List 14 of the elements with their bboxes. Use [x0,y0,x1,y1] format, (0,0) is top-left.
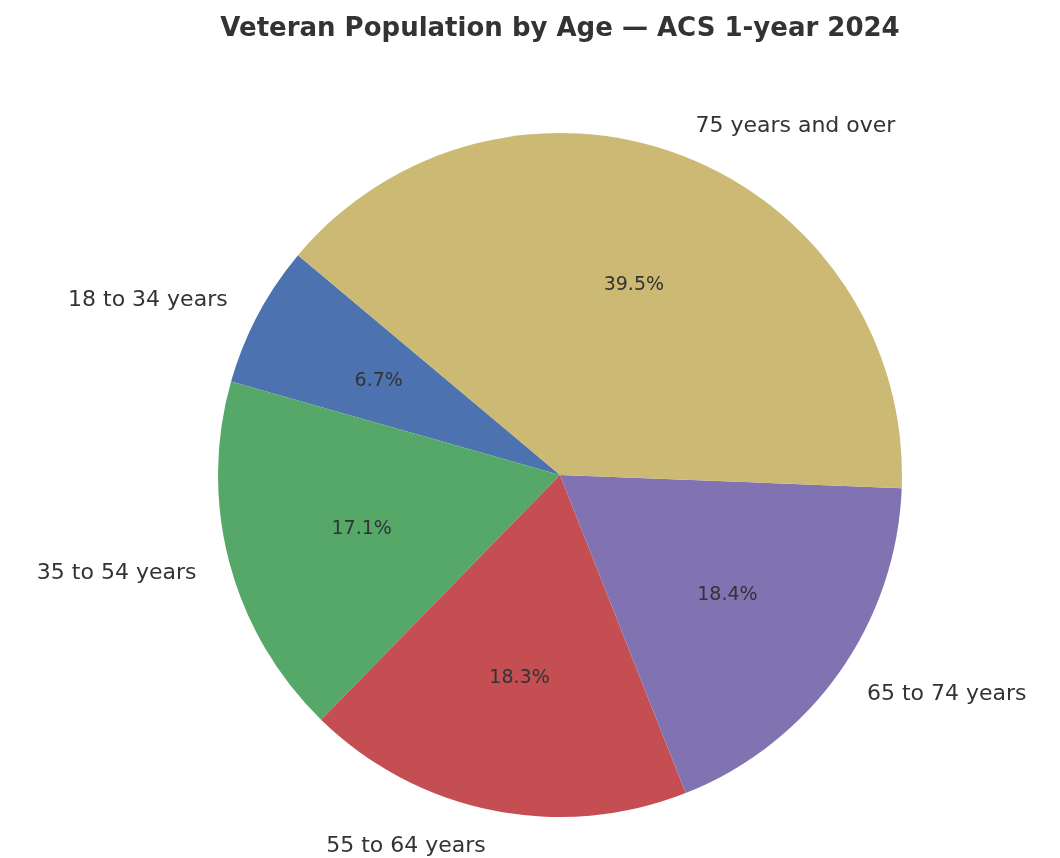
slice-label: 18 to 34 years [68,286,228,312]
data-label: 18.4% [697,582,758,605]
data-label: 17.1% [331,516,392,539]
pie-slice [321,475,686,817]
data-label: 39.5% [603,272,665,295]
pie-slice [231,255,560,475]
slice-label: 55 to 64 years [326,831,486,857]
slice-label: 65 to 74 years [866,680,1027,706]
slice-label: 75 years and over [695,111,897,137]
data-label: 18.3% [489,664,550,687]
pie-slice [560,475,902,794]
chart-title: Veteran Population by Age — ACS 1-year 2024 [220,12,900,42]
data-label: 6.7% [354,367,403,390]
slice-label: 35 to 54 years [36,559,197,585]
